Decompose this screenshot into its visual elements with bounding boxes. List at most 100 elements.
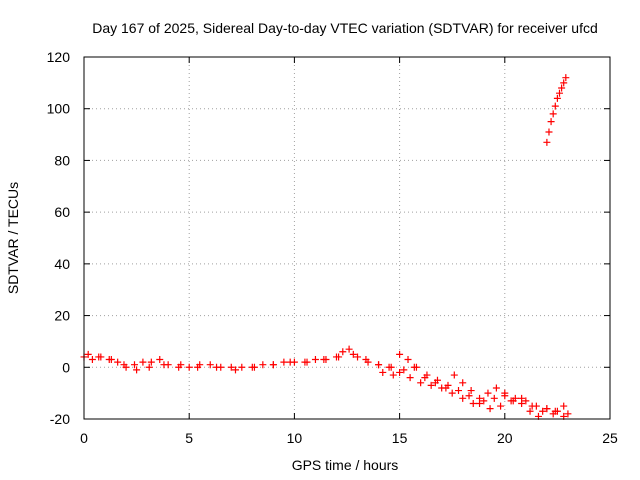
data-point <box>375 361 383 369</box>
data-point <box>455 387 463 395</box>
x-tick-label: 20 <box>497 430 513 446</box>
data-point <box>560 402 568 410</box>
x-tick-label: 10 <box>287 430 303 446</box>
data-point <box>280 358 288 366</box>
data-point <box>107 356 115 364</box>
series-track-d <box>543 74 570 146</box>
data-point <box>133 366 141 374</box>
marks-layer <box>80 74 572 420</box>
data-point <box>362 356 370 364</box>
series-track-c <box>379 363 568 420</box>
data-point <box>543 405 551 413</box>
data-point <box>389 371 397 379</box>
data-point <box>492 384 500 392</box>
data-point <box>539 407 547 415</box>
data-point <box>545 128 553 136</box>
data-point <box>450 371 458 379</box>
data-point <box>396 350 404 358</box>
data-point <box>501 389 509 397</box>
data-point <box>553 94 561 102</box>
series-track-a <box>80 345 572 418</box>
data-point <box>459 394 467 402</box>
data-point <box>185 363 193 371</box>
data-point <box>84 350 92 358</box>
data-point <box>227 363 235 371</box>
data-point <box>259 361 267 369</box>
data-point <box>396 368 404 376</box>
data-point <box>269 361 277 369</box>
data-point <box>497 402 505 410</box>
y-tick-label: 60 <box>54 204 70 220</box>
data-point <box>442 384 450 392</box>
data-point <box>354 353 362 361</box>
data-point <box>156 356 164 364</box>
y-tick-label: 40 <box>54 256 70 272</box>
data-point <box>526 407 534 415</box>
data-point <box>406 374 414 382</box>
data-point <box>490 394 498 402</box>
data-point <box>480 397 488 405</box>
y-axis-label: SDTVAR / TECUs <box>5 182 21 294</box>
data-point <box>231 366 239 374</box>
data-point <box>417 379 425 387</box>
x-tick-label: 5 <box>185 430 193 446</box>
data-point <box>177 361 185 369</box>
data-point <box>120 361 128 369</box>
data-point <box>400 366 408 374</box>
data-point <box>379 368 387 376</box>
data-point <box>486 405 494 413</box>
data-point <box>421 374 429 382</box>
data-point <box>114 358 122 366</box>
data-point <box>404 356 412 364</box>
data-point <box>95 353 103 361</box>
y-tick-label: 100 <box>47 101 71 117</box>
x-tick-label: 25 <box>602 430 618 446</box>
y-tick-label: 120 <box>47 49 71 65</box>
data-point <box>465 392 473 400</box>
data-point <box>130 361 138 369</box>
data-point <box>206 361 214 369</box>
y-tick-label: 80 <box>54 152 70 168</box>
data-point <box>303 358 311 366</box>
data-point <box>427 381 435 389</box>
data-point <box>448 389 456 397</box>
x-tick-label: 0 <box>80 430 88 446</box>
data-point <box>476 394 484 402</box>
data-point <box>549 110 557 118</box>
data-point <box>562 74 570 82</box>
data-point <box>518 399 526 407</box>
plot-frame <box>83 56 611 420</box>
data-point <box>484 389 492 397</box>
data-point <box>311 356 319 364</box>
data-point <box>522 397 530 405</box>
data-point <box>345 345 353 353</box>
data-point <box>339 348 347 356</box>
y-tick-label: -20 <box>50 411 70 427</box>
y-tick-label: 0 <box>62 359 70 375</box>
data-point <box>556 89 564 97</box>
data-point <box>238 363 246 371</box>
data-point <box>528 402 536 410</box>
data-point <box>469 399 477 407</box>
data-point <box>410 363 418 371</box>
data-point <box>467 387 475 395</box>
grid-layer <box>84 57 610 419</box>
data-point <box>551 102 559 110</box>
x-tick-label: 15 <box>392 430 408 446</box>
data-point <box>558 84 566 92</box>
data-point <box>387 363 395 371</box>
data-point <box>213 363 221 371</box>
data-point <box>459 379 467 387</box>
data-point <box>509 397 517 405</box>
data-point <box>145 363 153 371</box>
data-point <box>349 350 357 358</box>
data-point <box>335 353 343 361</box>
data-point <box>139 358 147 366</box>
data-point <box>547 118 555 126</box>
data-point <box>194 363 202 371</box>
data-point <box>551 407 559 415</box>
data-point <box>160 361 168 369</box>
data-point <box>88 356 96 364</box>
